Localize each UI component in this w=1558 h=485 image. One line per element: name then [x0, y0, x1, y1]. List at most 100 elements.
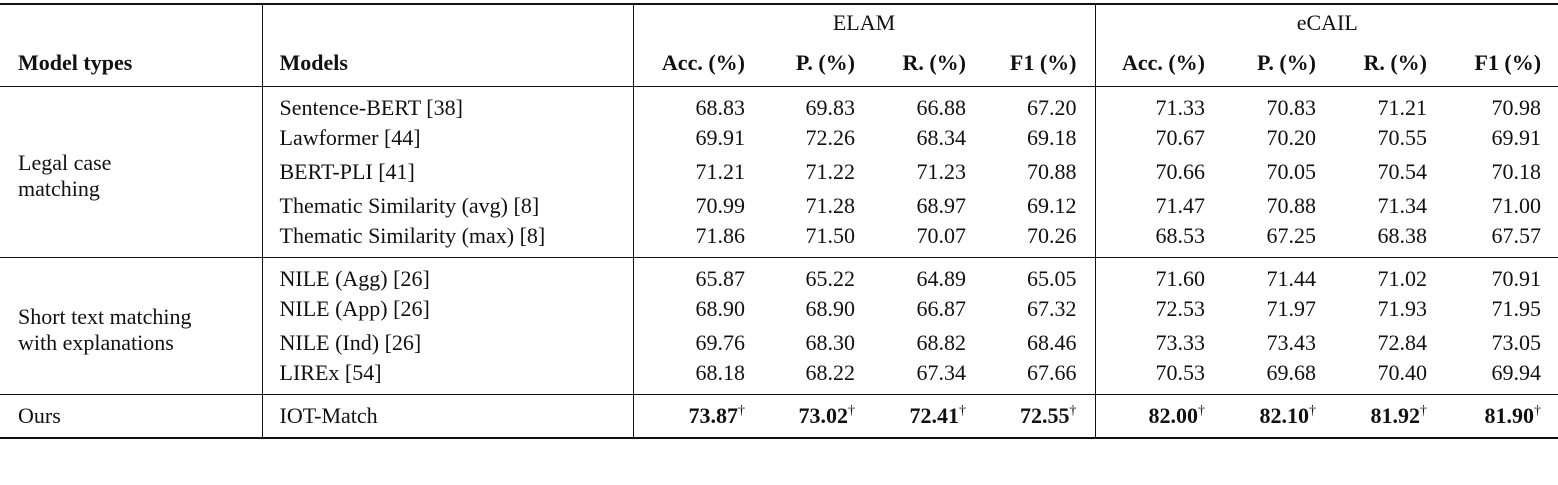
value: 73.02 [798, 402, 849, 428]
value-cell: 71.21 [633, 155, 763, 189]
group-header: ELAM [633, 4, 1096, 40]
model-name: Thematic Similarity (avg) [8] [262, 188, 634, 223]
table-row: Ours IOT-Match 73.87† 73.02† 72.41† 72.55† 82.… [0, 393, 1558, 438]
value-cell: 68.34 [873, 121, 984, 155]
value-cell: 73.33 [1095, 326, 1223, 360]
header-cell: Model types [0, 40, 263, 87]
value: 66.87 [916, 295, 967, 321]
model-name: BERT-PLI [41] [262, 154, 634, 189]
value: 70.53 [1155, 359, 1206, 385]
value: 69.68 [1266, 359, 1317, 385]
value: 70.07 [916, 222, 967, 248]
table-row: BERT-PLI [41] 71.21 71.22 71.23 70.88 70.66 70… [0, 154, 1558, 189]
value: 68.90 [695, 295, 746, 321]
value: 68.90 [805, 295, 856, 321]
value-cell: 68.22 [763, 360, 873, 395]
value-cell: 70.07 [873, 223, 984, 258]
value-cell: 66.88 [873, 86, 984, 121]
significance-marker: † [959, 403, 966, 419]
value: 71.28 [805, 192, 856, 218]
value-cell: 68.30 [763, 326, 873, 360]
value: 72.41 [909, 402, 960, 428]
value-cell: 71.00 [1445, 189, 1558, 223]
value-cell: 70.98 [1445, 86, 1558, 121]
model-type-line: Short text matching [18, 303, 192, 329]
value: 70.66 [1155, 158, 1206, 184]
value: 70.18 [1491, 158, 1542, 184]
metric-header: Acc. (%) [633, 40, 763, 87]
model-type: Short text matching with explanations [0, 256, 263, 394]
table-row: Thematic Similarity (max) [8] 71.86 71.50 7… [0, 222, 1558, 258]
significance-marker: † [738, 403, 745, 419]
table-row: Legal case matching Sentence-BERT [38] 68.8… [0, 86, 1558, 257]
value-cell: 70.20 [1223, 121, 1334, 155]
value-cell: 70.40 [1334, 360, 1445, 395]
value-cell: 73.05 [1445, 326, 1558, 360]
value-cell: 70.88 [1223, 189, 1334, 223]
value: 70.55 [1377, 124, 1428, 150]
value: 66.88 [916, 94, 967, 120]
value: 70.88 [1266, 192, 1317, 218]
value: 70.98 [1491, 94, 1542, 120]
value-cell: 73.43 [1223, 326, 1334, 360]
significance-marker: † [1534, 403, 1542, 419]
value-cell: 68.53 [1095, 223, 1223, 258]
table-row: Short text matching with explanations NILE… [0, 256, 1558, 394]
metric-header: P. (%) [1223, 40, 1335, 87]
value-cell: 71.21 [1334, 86, 1445, 121]
metric-header: R. (%) [1334, 40, 1446, 87]
value: 68.97 [916, 192, 967, 218]
value-cell: 71.44 [1223, 256, 1335, 292]
value: 72.26 [805, 124, 856, 150]
value-cell: 68.90 [633, 292, 763, 326]
value-cell: 69.18 [984, 120, 1096, 155]
value-cell: 71.23 [873, 155, 984, 189]
value-cell: 71.97 [1223, 292, 1334, 326]
significance-marker: † [1069, 403, 1077, 419]
value-cell: 71.33 [1095, 86, 1223, 121]
header-cell [262, 4, 634, 40]
value: 68.22 [805, 359, 856, 385]
value-cell: 69.91 [1445, 121, 1558, 155]
value: 70.83 [1266, 94, 1317, 120]
value-cell: 65.05 [984, 256, 1096, 292]
value: 68.34 [916, 124, 967, 150]
value: 71.97 [1266, 295, 1317, 321]
table-row: LIREx [54] 68.18 68.22 67.34 67.66 70.53 69.68… [0, 359, 1558, 395]
value: 72.55 [1020, 402, 1070, 428]
value-cell: 65.22 [763, 256, 873, 292]
value-cell: 73.02† [763, 393, 873, 438]
model-name: Sentence-BERT [38] [262, 86, 634, 121]
value-cell: 72.84 [1334, 326, 1445, 360]
value: 71.93 [1377, 295, 1428, 321]
value-cell: 70.88 [984, 154, 1096, 189]
value-cell: 71.34 [1334, 189, 1445, 223]
value-cell: 68.90 [763, 292, 873, 326]
significance-marker: † [1309, 403, 1317, 419]
value-cell: 68.97 [873, 189, 984, 223]
model-type-line: Ours [18, 402, 61, 428]
value-cell: 71.47 [1095, 189, 1223, 223]
value: 69.91 [1491, 124, 1542, 150]
value: 65.87 [695, 265, 746, 291]
value: 81.92 [1370, 402, 1421, 428]
value-cell: 72.41† [873, 393, 984, 438]
header-cell: Models [262, 40, 634, 87]
value: 73.05 [1491, 329, 1542, 355]
value-cell: 70.83 [1223, 86, 1334, 121]
value-cell: 70.55 [1334, 121, 1445, 155]
value: 69.94 [1491, 359, 1542, 385]
value: 71.21 [695, 158, 746, 184]
value: 73.33 [1155, 329, 1206, 355]
value-cell: 64.89 [873, 256, 984, 292]
model-name: Lawformer [44] [262, 120, 634, 155]
value: 67.20 [1027, 94, 1077, 120]
metric-header: F1 (%) [1445, 40, 1558, 87]
value: 71.44 [1266, 265, 1317, 291]
value: 65.22 [805, 265, 856, 291]
value-cell: 67.20 [984, 86, 1096, 121]
value-cell: 71.60 [1095, 256, 1224, 292]
value-cell: 67.57 [1445, 223, 1558, 258]
value: 82.10 [1259, 402, 1310, 428]
